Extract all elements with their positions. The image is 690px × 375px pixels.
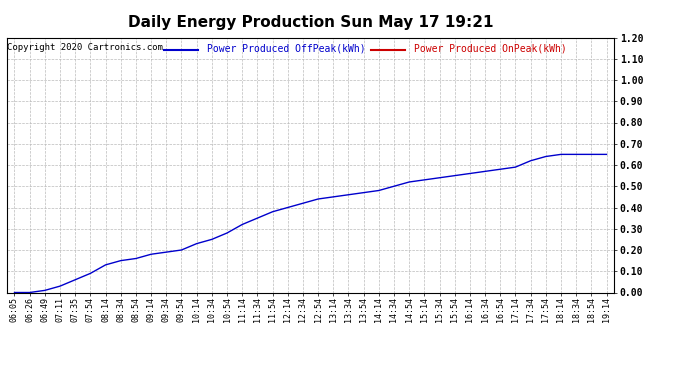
Text: Daily Energy Production Sun May 17 19:21: Daily Energy Production Sun May 17 19:21	[128, 15, 493, 30]
Text: Power Produced OnPeak(kWh): Power Produced OnPeak(kWh)	[414, 43, 566, 53]
Text: Power Produced OffPeak(kWh): Power Produced OffPeak(kWh)	[207, 43, 366, 53]
Text: Copyright 2020 Cartronics.com: Copyright 2020 Cartronics.com	[7, 43, 163, 52]
